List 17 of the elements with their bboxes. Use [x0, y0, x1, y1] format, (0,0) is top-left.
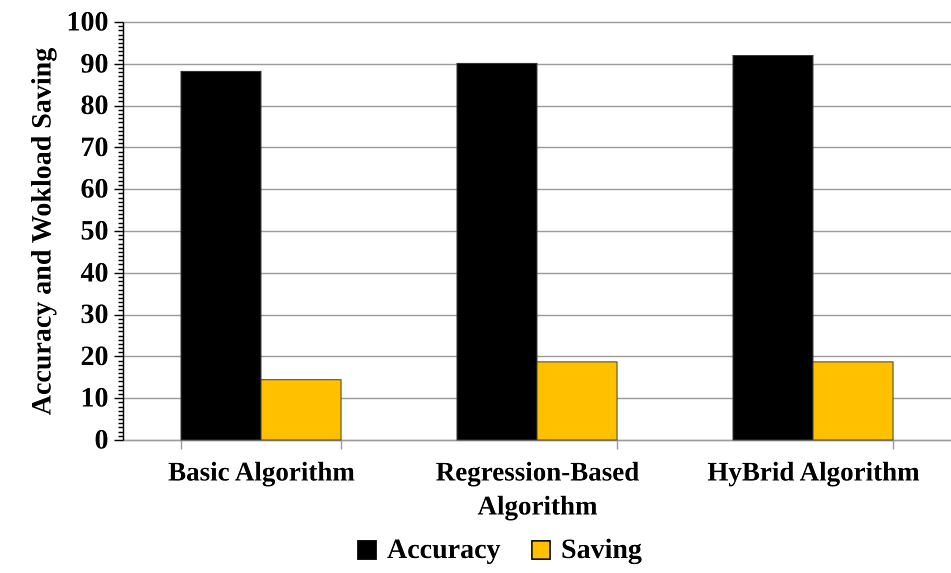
- y-tick-label: 10: [80, 382, 108, 414]
- y-tick-label: 90: [80, 48, 108, 80]
- y-tick-label: 80: [80, 90, 108, 122]
- y-tick-label: 40: [80, 257, 108, 288]
- y-tick-label: 30: [80, 299, 108, 330]
- x-tick-label: Regression-Based Algorithm: [436, 456, 640, 520]
- y-axis-title: Accuracy and Wokload Saving: [26, 48, 58, 416]
- legend-label: Saving: [561, 534, 642, 565]
- y-tick-label: 50: [80, 216, 108, 246]
- y-tick-label: 70: [80, 132, 108, 163]
- y-tick-label: 0: [94, 424, 108, 456]
- legend-label: Accuracy: [387, 534, 501, 565]
- y-tick-label: 60: [80, 174, 108, 205]
- y-tick-label: 20: [80, 340, 108, 372]
- x-tick-label: HyBrid Algorithm: [707, 456, 920, 486]
- y-tick-label: 100: [66, 6, 108, 38]
- x-tick-label: Basic Algorithm: [168, 456, 356, 486]
